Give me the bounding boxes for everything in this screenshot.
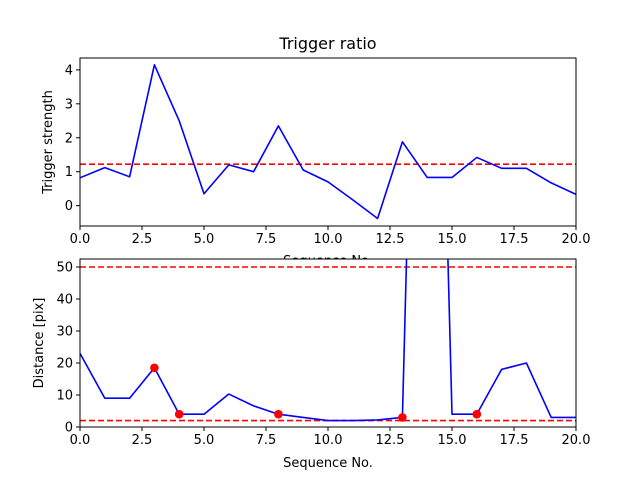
x-tick-label: 5.0 (194, 232, 215, 247)
y-tick-label: 10 (56, 389, 73, 404)
x-tick-label: 2.5 (132, 433, 153, 448)
x-tick-label: 0.0 (70, 433, 91, 448)
panel-overlap-mask (80, 259, 576, 269)
y-tick-label: 0 (65, 421, 73, 436)
data-marker (274, 409, 283, 419)
y-tick-label: 20 (56, 357, 73, 372)
x-tick-label: 5.0 (194, 433, 215, 448)
y-axis-label-distance: Distance [pix] (32, 298, 47, 389)
y-tick-label: 3 (65, 97, 73, 112)
data-marker (472, 409, 482, 419)
x-tick-label: 17.5 (500, 232, 529, 247)
x-tick-label: 12.5 (376, 433, 405, 448)
y-tick-label: 50 (56, 261, 73, 276)
x-tick-label: 15.0 (438, 433, 467, 448)
x-tick-label: 15.0 (438, 232, 467, 247)
series-line (80, 63, 576, 220)
x-tick-label: 20.0 (562, 433, 591, 448)
y-tick-label: 0 (65, 199, 73, 214)
x-axis-label-bottom: Sequence No. (283, 456, 373, 471)
y-tick-label: 30 (56, 325, 73, 340)
y-tick-label: 1 (65, 165, 73, 180)
chart-title: Trigger ratio (278, 34, 376, 53)
x-tick-label: 10.0 (314, 232, 343, 247)
x-tick-label: 10.0 (314, 433, 343, 448)
y-tick-label: 4 (65, 63, 73, 78)
x-tick-label: 2.5 (132, 232, 153, 247)
trigger-ratio-panel: 0.0 2.5 5.0 7.5 10.0 12.5 15.0 17.5 20.0 0 1 2 3 4 (65, 57, 591, 247)
data-marker (150, 363, 159, 373)
series-line (80, 259, 576, 422)
x-tick-label: 7.5 (256, 433, 277, 448)
x-tick-label: 17.5 (500, 433, 529, 448)
x-tick-label: 0.0 (70, 232, 91, 247)
y-tick-label: 40 (56, 293, 73, 308)
plot-frame (79, 57, 577, 227)
x-tick-label: 20.0 (562, 232, 591, 247)
x-tick-label: 7.5 (256, 232, 277, 247)
data-marker (398, 413, 407, 422)
y-tick-label: 2 (65, 131, 73, 146)
data-marker (174, 409, 184, 419)
distance-panel: 0.0 2.5 5.0 7.5 10.0 12.5 15.0 17.5 20.0 0 10 20 30 4… (56, 258, 591, 448)
x-tick-label: 12.5 (376, 232, 405, 247)
plot-frame (79, 258, 577, 428)
y-axis-label-trigger-strength: Trigger strength (41, 90, 56, 195)
